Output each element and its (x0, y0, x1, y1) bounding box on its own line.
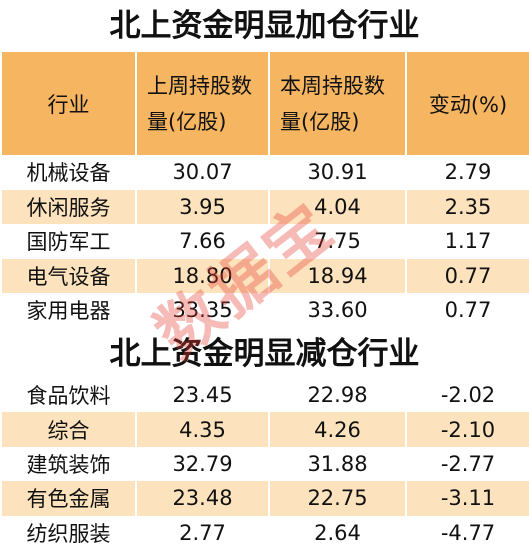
table-cell: 纺织服装 (0, 515, 135, 550)
header-cell: 上周持股数量(亿股) (135, 52, 268, 155)
header-cell: 变动(%) (405, 52, 529, 155)
table-cell: 1.17 (405, 224, 529, 259)
table-cell: 23.48 (135, 481, 268, 516)
table-title: 北上资金明显加仓行业 (109, 8, 420, 44)
table-cell: 2.64 (268, 515, 405, 550)
table-cell: 3.95 (135, 189, 268, 224)
table-cell: 2.77 (135, 515, 268, 550)
table-cell: 23.45 (135, 378, 268, 413)
table-cell: -2.02 (405, 378, 529, 413)
table-cell: 0.77 (405, 293, 529, 328)
table-cell: 22.98 (268, 378, 405, 413)
table-cell: -3.11 (405, 481, 529, 516)
table-cell: -2.10 (405, 412, 529, 447)
table-cell: -4.77 (405, 515, 529, 550)
table-cell: 国防军工 (0, 224, 135, 259)
table-cell: 4.35 (135, 412, 268, 447)
table-cell: 机械设备 (0, 155, 135, 190)
table-cell: 建筑装饰 (0, 446, 135, 482)
table-cell: 33.60 (268, 293, 405, 328)
table-cell: 18.94 (268, 258, 405, 293)
header-cell: 行业 (0, 52, 135, 155)
table-cell: 31.88 (268, 446, 405, 482)
table-cell: -2.77 (405, 446, 529, 482)
table-title: 北上资金明显减仓行业 (109, 336, 420, 372)
table-cell: 2.35 (405, 189, 529, 224)
table-cell: 食品饮料 (0, 378, 135, 413)
table-cell: 7.66 (135, 224, 268, 259)
table-cell: 家用电器 (0, 293, 135, 328)
table-cell: 休闲服务 (0, 189, 135, 224)
table-cell: 2.79 (405, 155, 529, 190)
table-cell: 综合 (0, 412, 135, 447)
header-cell: 本周持股数量(亿股) (268, 52, 405, 155)
table-cell: 32.79 (135, 446, 268, 482)
table-cell: 0.77 (405, 258, 529, 293)
table-cell: 18.80 (135, 258, 268, 293)
table-cell: 30.07 (135, 155, 268, 190)
table-cell: 30.91 (268, 155, 405, 190)
table-cell: 4.26 (268, 412, 405, 447)
table-cell: 22.75 (268, 481, 405, 516)
table-cell: 33.35 (135, 293, 268, 328)
table-cell: 7.75 (268, 224, 405, 259)
table-cell: 电气设备 (0, 258, 135, 293)
table-cell: 4.04 (268, 189, 405, 224)
table-cell: 有色金属 (0, 481, 135, 516)
